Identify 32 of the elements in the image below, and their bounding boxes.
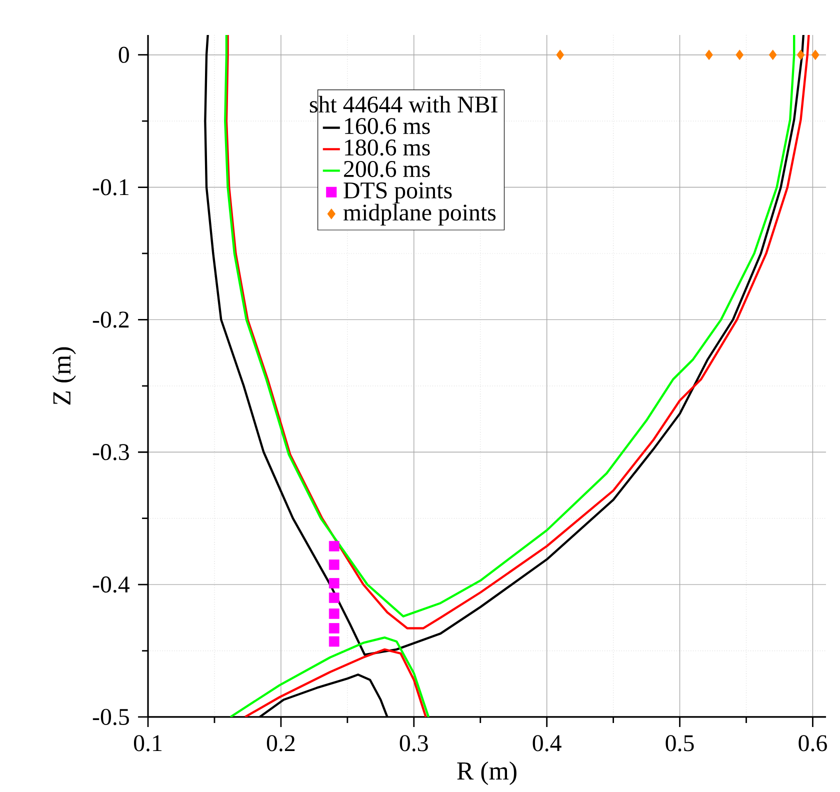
point bbox=[768, 50, 777, 60]
y-tick-label: 0 bbox=[118, 46, 129, 63]
point bbox=[796, 50, 805, 60]
y-tick-label: -0.4 bbox=[92, 576, 130, 593]
point bbox=[556, 50, 564, 60]
point bbox=[328, 540, 340, 552]
point bbox=[328, 636, 340, 647]
y-tick-label: -0.5 bbox=[92, 708, 129, 726]
point bbox=[736, 50, 744, 60]
point bbox=[328, 623, 340, 634]
x-tick-label: 0.1 bbox=[134, 735, 162, 752]
point bbox=[811, 50, 820, 60]
legend-label: 160.6 ms bbox=[345, 118, 430, 134]
y-tick-label: -0.2 bbox=[92, 312, 129, 328]
x-tick-label: 0.6 bbox=[798, 735, 827, 752]
x-axis-title: R (m) bbox=[457, 762, 516, 786]
legend-label: midplane points bbox=[343, 204, 496, 226]
legend-label: 180.6 ms bbox=[345, 139, 430, 156]
x-tick-label: 0.2 bbox=[266, 735, 295, 752]
point bbox=[328, 592, 340, 603]
legend-label: DTS points bbox=[344, 182, 452, 204]
point bbox=[328, 608, 340, 619]
y-tick-label: -0.1 bbox=[92, 179, 128, 196]
y-tick-label: -0.3 bbox=[92, 444, 129, 460]
point bbox=[328, 578, 340, 588]
point bbox=[328, 560, 340, 570]
x-tick-label: 0.5 bbox=[666, 735, 694, 752]
legend-label: 200.6 ms bbox=[344, 160, 430, 178]
point bbox=[705, 50, 713, 60]
x-tick-label: 0.3 bbox=[400, 735, 428, 752]
x-tick-label: 0.4 bbox=[532, 735, 562, 752]
y-axis-title: Z (m) bbox=[52, 347, 76, 405]
